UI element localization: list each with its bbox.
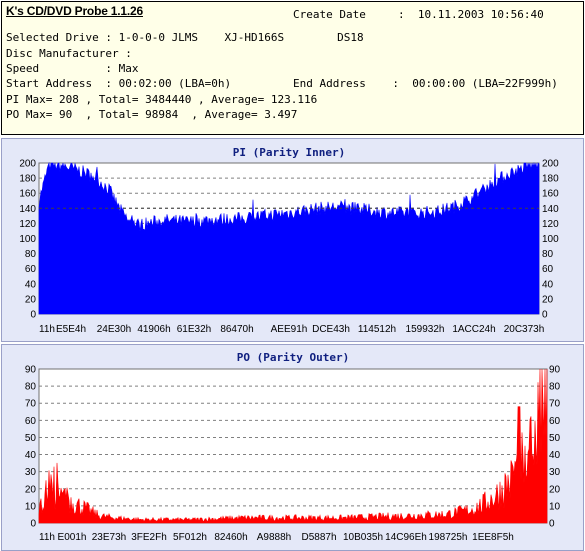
x-tick-label: D5887h	[301, 532, 336, 543]
y-tick-label-right: 70	[549, 399, 561, 410]
x-tick-label: 24E30h	[97, 324, 131, 335]
y-tick-label-right: 200	[542, 159, 559, 170]
x-tick-label: DCE43h	[312, 324, 350, 335]
x-tick-label: 3FE2Fh	[131, 532, 167, 543]
y-tick-label-right: 80	[542, 249, 554, 260]
y-tick-label-left: 40	[25, 450, 37, 461]
y-tick-label-left: 50	[25, 433, 37, 444]
y-tick-label-right: 40	[549, 450, 561, 461]
x-tick-label: 159932h	[406, 324, 445, 335]
create-date-label: Create Date	[293, 8, 366, 21]
chart-title: PO (Parity Outer)	[237, 351, 350, 364]
y-tick-label-left: 80	[25, 382, 37, 393]
pi-chart: PI (Parity Inner) 0 0 20 20 40 40 60 60 80 80 100 10…	[19, 146, 559, 335]
y-tick-label-right: 180	[542, 174, 559, 185]
end-address: End Address : 00:00:00 (LBA=22F999h)	[293, 77, 558, 90]
y-tick-label-right: 120	[542, 219, 559, 230]
y-tick-label-right: 0	[542, 310, 548, 321]
x-tick-label: 1EE8F5h	[472, 532, 514, 543]
app-title: K's CD/DVD Probe 1.1.26	[6, 4, 143, 18]
y-tick-label-right: 60	[549, 416, 561, 427]
y-tick-label-left: 20	[25, 484, 37, 495]
po-chart-panel: PO (Parity Outer) 0 0 10 10 20 20 30 30 40 40 50 50 6…	[1, 344, 584, 551]
y-tick-label-left: 40	[25, 279, 37, 290]
y-tick-label-left: 180	[19, 174, 36, 185]
x-tick-label: 198725h	[429, 532, 468, 543]
x-tick-label: 1ACC24h	[452, 324, 495, 335]
series-area	[38, 368, 548, 524]
y-tick-label-right: 0	[549, 519, 555, 530]
x-tick-label: 11h	[39, 532, 55, 543]
x-tick-label: AEE91h	[271, 324, 308, 335]
y-tick-label-right: 10	[549, 501, 561, 512]
x-tick-label: E001h	[58, 532, 87, 543]
pi-summary: PI Max= 208 , Total= 3484440 , Average= …	[6, 93, 318, 106]
y-tick-label-left: 200	[19, 159, 36, 170]
x-tick-label: A9888h	[257, 532, 291, 543]
po-chart: PO (Parity Outer) 0 0 10 10 20 20 30 30 40 40 50 50 6…	[25, 351, 561, 543]
chart-title: PI (Parity Inner)	[233, 146, 346, 159]
y-tick-label-right: 20	[542, 294, 554, 305]
y-tick-label-left: 160	[19, 189, 36, 200]
y-tick-label-right: 30	[549, 467, 561, 478]
y-tick-label-left: 60	[25, 416, 37, 427]
y-tick-label-right: 100	[542, 234, 559, 245]
y-tick-label-left: 100	[19, 234, 36, 245]
po-summary: PO Max= 90 , Total= 98984 , Average= 3.4…	[6, 108, 298, 121]
y-tick-label-left: 120	[19, 219, 36, 230]
y-tick-label-left: 20	[25, 294, 37, 305]
y-tick-label-right: 90	[549, 365, 561, 376]
y-tick-label-left: 140	[19, 204, 36, 215]
x-tick-label: E5E4h	[56, 324, 86, 335]
create-date-value: : 10.11.2003 10:56:40	[398, 8, 544, 21]
x-tick-label: 11h	[39, 324, 55, 335]
y-tick-label-right: 160	[542, 189, 559, 200]
y-tick-label-right: 80	[549, 382, 561, 393]
y-tick-label-right: 20	[549, 484, 561, 495]
x-tick-label: 61E32h	[177, 324, 211, 335]
y-tick-label-left: 10	[25, 501, 37, 512]
speed: Speed : Max	[6, 62, 139, 75]
x-tick-label: 114512h	[358, 324, 396, 335]
disc-info-panel: K's CD/DVD Probe 1.1.26 Create Date : 10…	[1, 1, 584, 135]
x-tick-label: 86470h	[220, 324, 253, 335]
start-address: Start Address : 00:02:00 (LBA=0h)	[6, 77, 232, 90]
y-tick-label-right: 140	[542, 204, 559, 215]
y-tick-label-right: 40	[542, 279, 554, 290]
disc-manufacturer: Disc Manufacturer :	[6, 47, 132, 60]
y-tick-label-left: 30	[25, 467, 37, 478]
pi-chart-panel: PI (Parity Inner) 0 0 20 20 40 40 60 60 80 80 100 10…	[1, 138, 584, 342]
x-tick-label: 14C96Eh	[385, 532, 427, 543]
x-tick-label: 82460h	[214, 532, 247, 543]
y-tick-label-right: 60	[542, 264, 554, 275]
y-tick-label-right: 50	[549, 433, 561, 444]
plot-area	[38, 368, 548, 524]
y-tick-label-left: 0	[30, 310, 36, 321]
selected-drive: Selected Drive : 1-0-0-0 JLMS XJ-HD166S …	[6, 31, 364, 44]
y-tick-label-left: 80	[25, 249, 37, 260]
x-tick-label: 23E73h	[92, 532, 126, 543]
y-tick-label-left: 60	[25, 264, 37, 275]
y-tick-label-left: 70	[25, 399, 37, 410]
x-tick-label: 20C373h	[504, 324, 545, 335]
x-tick-label: 41906h	[137, 324, 170, 335]
y-tick-label-left: 90	[25, 365, 37, 376]
series-area	[38, 161, 540, 315]
y-tick-label-left: 0	[30, 519, 36, 530]
x-tick-label: 5F012h	[173, 532, 207, 543]
x-tick-label: 10B035h	[343, 532, 383, 543]
